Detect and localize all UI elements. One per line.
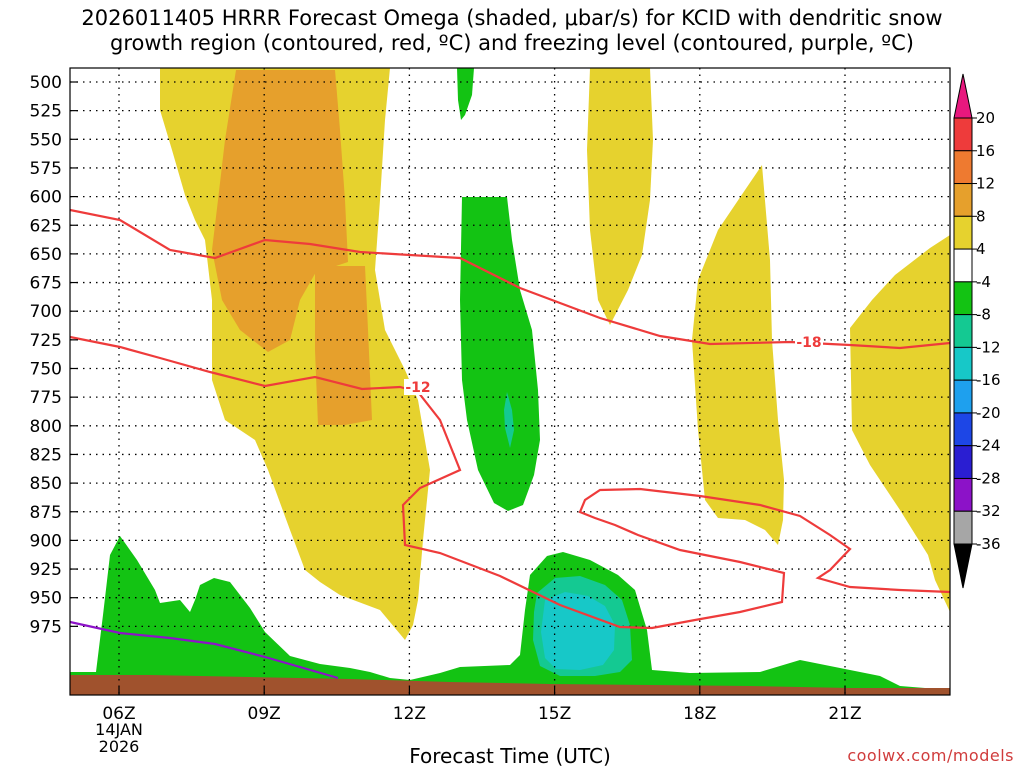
omega-area-8-12-b (315, 266, 372, 425)
omega-area-neg12-neg16 (541, 592, 615, 670)
x-tick-label: 15Z (538, 704, 571, 724)
title-line-2: growth region (contoured, red, ºC) and f… (110, 31, 914, 55)
colorbar-segment (953, 150, 973, 185)
colorbar-label: -24 (976, 437, 1001, 455)
y-tick-label: 700 (30, 302, 62, 322)
colorbar-segment (953, 281, 973, 316)
y-tick-label: 975 (30, 617, 62, 637)
y-tick-label: 825 (30, 445, 62, 465)
colorbar-segment (953, 314, 973, 348)
y-tick-label: 650 (30, 245, 62, 265)
y-tick-label: 725 (30, 331, 62, 351)
credit-link[interactable]: coolwx.com/models (847, 746, 1014, 765)
date-day-label: 14JAN (95, 720, 143, 739)
omega-area-neg4-neg8-lower (70, 536, 950, 695)
colorbar-label: 16 (976, 142, 995, 160)
colorbar-label: -8 (976, 306, 991, 324)
y-tick-label: 950 (30, 589, 62, 609)
contour-minus12 (70, 335, 950, 630)
x-axis-title: Forecast Time (UTC) (409, 744, 611, 768)
omega-area-neg4-neg8-middle (460, 197, 540, 511)
contour-label-bg-18 (795, 334, 823, 350)
x-tick-label: 21Z (828, 704, 861, 724)
x-tick-label: 09Z (248, 704, 281, 724)
colorbar-segment (953, 117, 973, 152)
omega-area-neg4-neg8-upper (457, 68, 474, 120)
contour-label-bg-12 (404, 379, 432, 395)
colorbar-label: -36 (976, 535, 1001, 553)
y-tick-label: 850 (30, 474, 62, 494)
contours: -18 -12 (70, 208, 950, 680)
colorbar-label: -20 (976, 404, 1001, 422)
omega-area-neg8-neg12-small (504, 392, 514, 448)
colorbar-label: 4 (976, 240, 986, 258)
omega-area-4-8-right2 (692, 165, 784, 545)
y-axis: 500 525 550 575 600 625 650 675 700 725 750 775 800 8… (30, 73, 78, 637)
freezing-level-line (70, 620, 339, 680)
colorbar-segment (953, 379, 973, 414)
colorbar-segment (953, 510, 973, 545)
colorbar-segment (953, 445, 973, 479)
y-tick-label: 925 (30, 560, 62, 580)
colorbar-label: 20 (976, 109, 995, 127)
y-tick-label: 750 (30, 360, 62, 380)
omega-area-8-12-a (212, 70, 348, 352)
x-axis: 06Z 09Z 12Z 15Z 18Z 21Z (102, 687, 862, 724)
title-line-1: 2026011405 HRRR Forecast Omega (shaded, … (81, 6, 943, 30)
colorbar-label: -12 (976, 338, 1001, 356)
colorbar-bottom-arrow (953, 543, 973, 589)
colorbar-label: 8 (976, 207, 986, 225)
omega-area-4-8-right1 (587, 68, 653, 325)
colorbar-segment (953, 215, 973, 250)
colorbar-segment (953, 346, 973, 381)
chart-title: 2026011405 HRRR Forecast Omega (shaded, … (0, 6, 1024, 56)
y-tick-label: 575 (30, 159, 62, 179)
terrain (70, 675, 950, 695)
omega-area-4-8-right3 (850, 235, 950, 612)
y-tick-label: 675 (30, 274, 62, 294)
plot-frame (69, 67, 951, 696)
colorbar: 20 16 12 8 4 -4 -8 -12 -16 -20 -24 -28 -32 -36 (953, 73, 1001, 589)
y-tick-label: 800 (30, 417, 62, 437)
y-tick-label: 550 (30, 130, 62, 150)
colorbar-label: -16 (976, 371, 1001, 389)
y-tick-label: 900 (30, 531, 62, 551)
y-tick-label: 600 (30, 188, 62, 208)
y-tick-label: 875 (30, 503, 62, 523)
x-tick-label: 18Z (683, 704, 716, 724)
colorbar-label: -32 (976, 502, 1001, 520)
colorbar-segment (953, 412, 973, 447)
omega-shading (70, 68, 950, 695)
colorbar-label: 12 (976, 175, 995, 193)
contour-label-minus12: -12 (405, 380, 430, 396)
colorbar-segment (953, 248, 973, 283)
colorbar-segment (953, 477, 973, 512)
colorbar-segment (953, 183, 973, 217)
contour-label-minus18: -18 (796, 335, 821, 351)
y-tick-label: 525 (30, 102, 62, 122)
x-tick-label: 06Z (102, 704, 135, 724)
y-tick-label: 500 (30, 73, 62, 93)
date-year-label: 2026 (98, 737, 140, 756)
colorbar-top-arrow (953, 73, 973, 119)
colorbar-label: -28 (976, 469, 1001, 487)
y-tick-label: 625 (30, 216, 62, 236)
colorbar-label: -4 (976, 273, 991, 291)
y-tick-label: 775 (30, 388, 62, 408)
x-tick-label: 12Z (393, 704, 426, 724)
